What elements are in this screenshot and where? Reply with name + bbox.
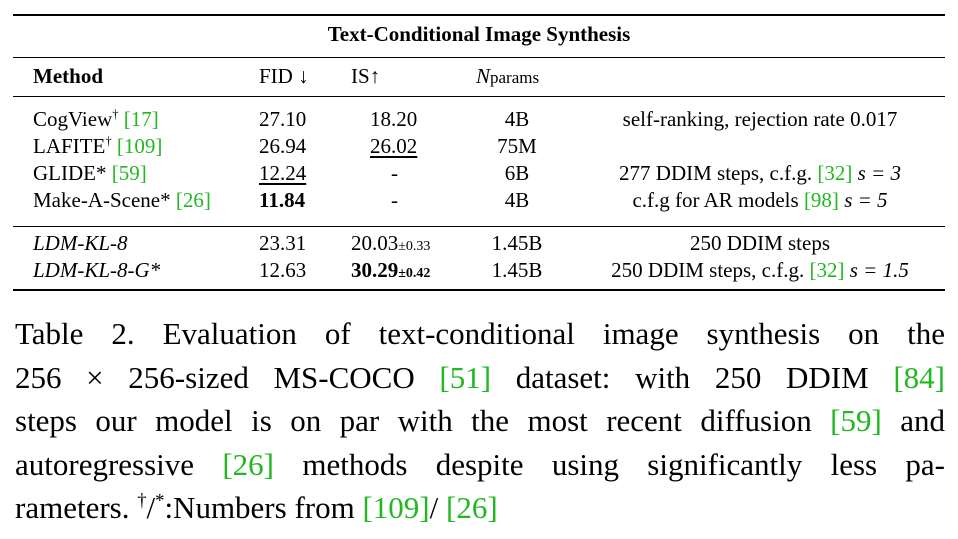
section-rule <box>13 226 945 227</box>
table-row-nparams: 6B <box>504 161 530 185</box>
table-row-is: 30.29±0.42 <box>351 258 431 282</box>
caption-line: Table 2. Evaluation of text-conditional … <box>15 316 945 351</box>
table-row-fid: 12.24 <box>259 161 307 185</box>
table-row-is: - <box>391 188 398 212</box>
table-row-method: CogView† [17] <box>33 107 159 131</box>
caption-line: rameters. †/*:Numbers from [109]/ [26] <box>15 490 498 525</box>
table-row-fid: 27.10 <box>259 107 307 131</box>
table-row-method: LDM-KL-8-G* <box>33 258 161 282</box>
table-row-method: LDM-KL-8 <box>33 231 128 255</box>
header-fid: FID ↓ <box>259 64 309 88</box>
table-row-fid: 23.31 <box>259 231 307 255</box>
table-row-method: Make-A-Scene* [26] <box>33 188 211 212</box>
table-row-nparams: 4B <box>504 188 530 212</box>
caption-line: autoregressive [26] methods despite usin… <box>15 446 945 482</box>
table-row-notes: 277 DDIM steps, c.f.g. [32] s = 3 <box>619 161 901 185</box>
table-row-fid: 11.84 <box>259 188 306 212</box>
table-row-nparams: 1.45B <box>491 231 543 255</box>
table-row-is: 18.20 <box>370 107 418 131</box>
top-rule <box>13 14 945 16</box>
table-title: Text-Conditional Image Synthesis <box>327 22 631 46</box>
header-nparams: Nparams <box>476 64 540 88</box>
table-row-is: 20.03±0.33 <box>351 231 431 255</box>
table-row-nparams: 1.45B <box>491 258 543 282</box>
table-row-notes: self-ranking, rejection rate 0.017 <box>622 107 898 131</box>
table-row-is: 26.02 <box>370 134 418 158</box>
table-row-notes: c.f.g for AR models [98] s = 5 <box>632 188 888 212</box>
table-row-method: GLIDE* [59] <box>33 161 147 185</box>
header-rule <box>13 96 945 97</box>
table-row-fid: 26.94 <box>259 134 307 158</box>
table-row-is: - <box>391 161 398 185</box>
table-row-notes: 250 DDIM steps, c.f.g. [32] s = 1.5 <box>611 258 909 282</box>
table-row-method: LAFITE† [109] <box>33 134 163 158</box>
header-method: Method <box>33 64 103 88</box>
bottom-rule <box>13 289 945 291</box>
caption-line: steps our model is on par with the most … <box>15 403 946 438</box>
table-row-fid: 12.63 <box>259 258 307 282</box>
title-rule <box>13 57 945 58</box>
caption-line: 256 × 256-sized MS-COCO [51] dataset: wi… <box>15 359 945 395</box>
table-row-nparams: 4B <box>504 107 530 131</box>
table-row-notes: 250 DDIM steps <box>690 231 830 255</box>
header-is: IS↑ <box>351 64 381 88</box>
table-row-nparams: 75M <box>497 134 537 158</box>
table-caption: Table 2. Evaluation of text-conditional … <box>15 312 945 530</box>
